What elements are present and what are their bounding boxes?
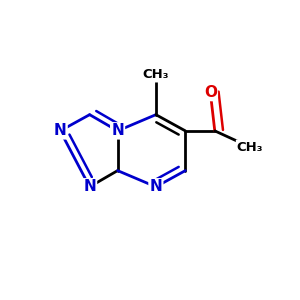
Text: CH₃: CH₃: [142, 68, 169, 81]
Text: O: O: [204, 85, 217, 100]
Text: CH₃: CH₃: [237, 141, 263, 154]
Text: N: N: [54, 123, 67, 138]
Text: N: N: [149, 179, 162, 194]
Text: N: N: [83, 179, 96, 194]
Text: N: N: [111, 123, 124, 138]
